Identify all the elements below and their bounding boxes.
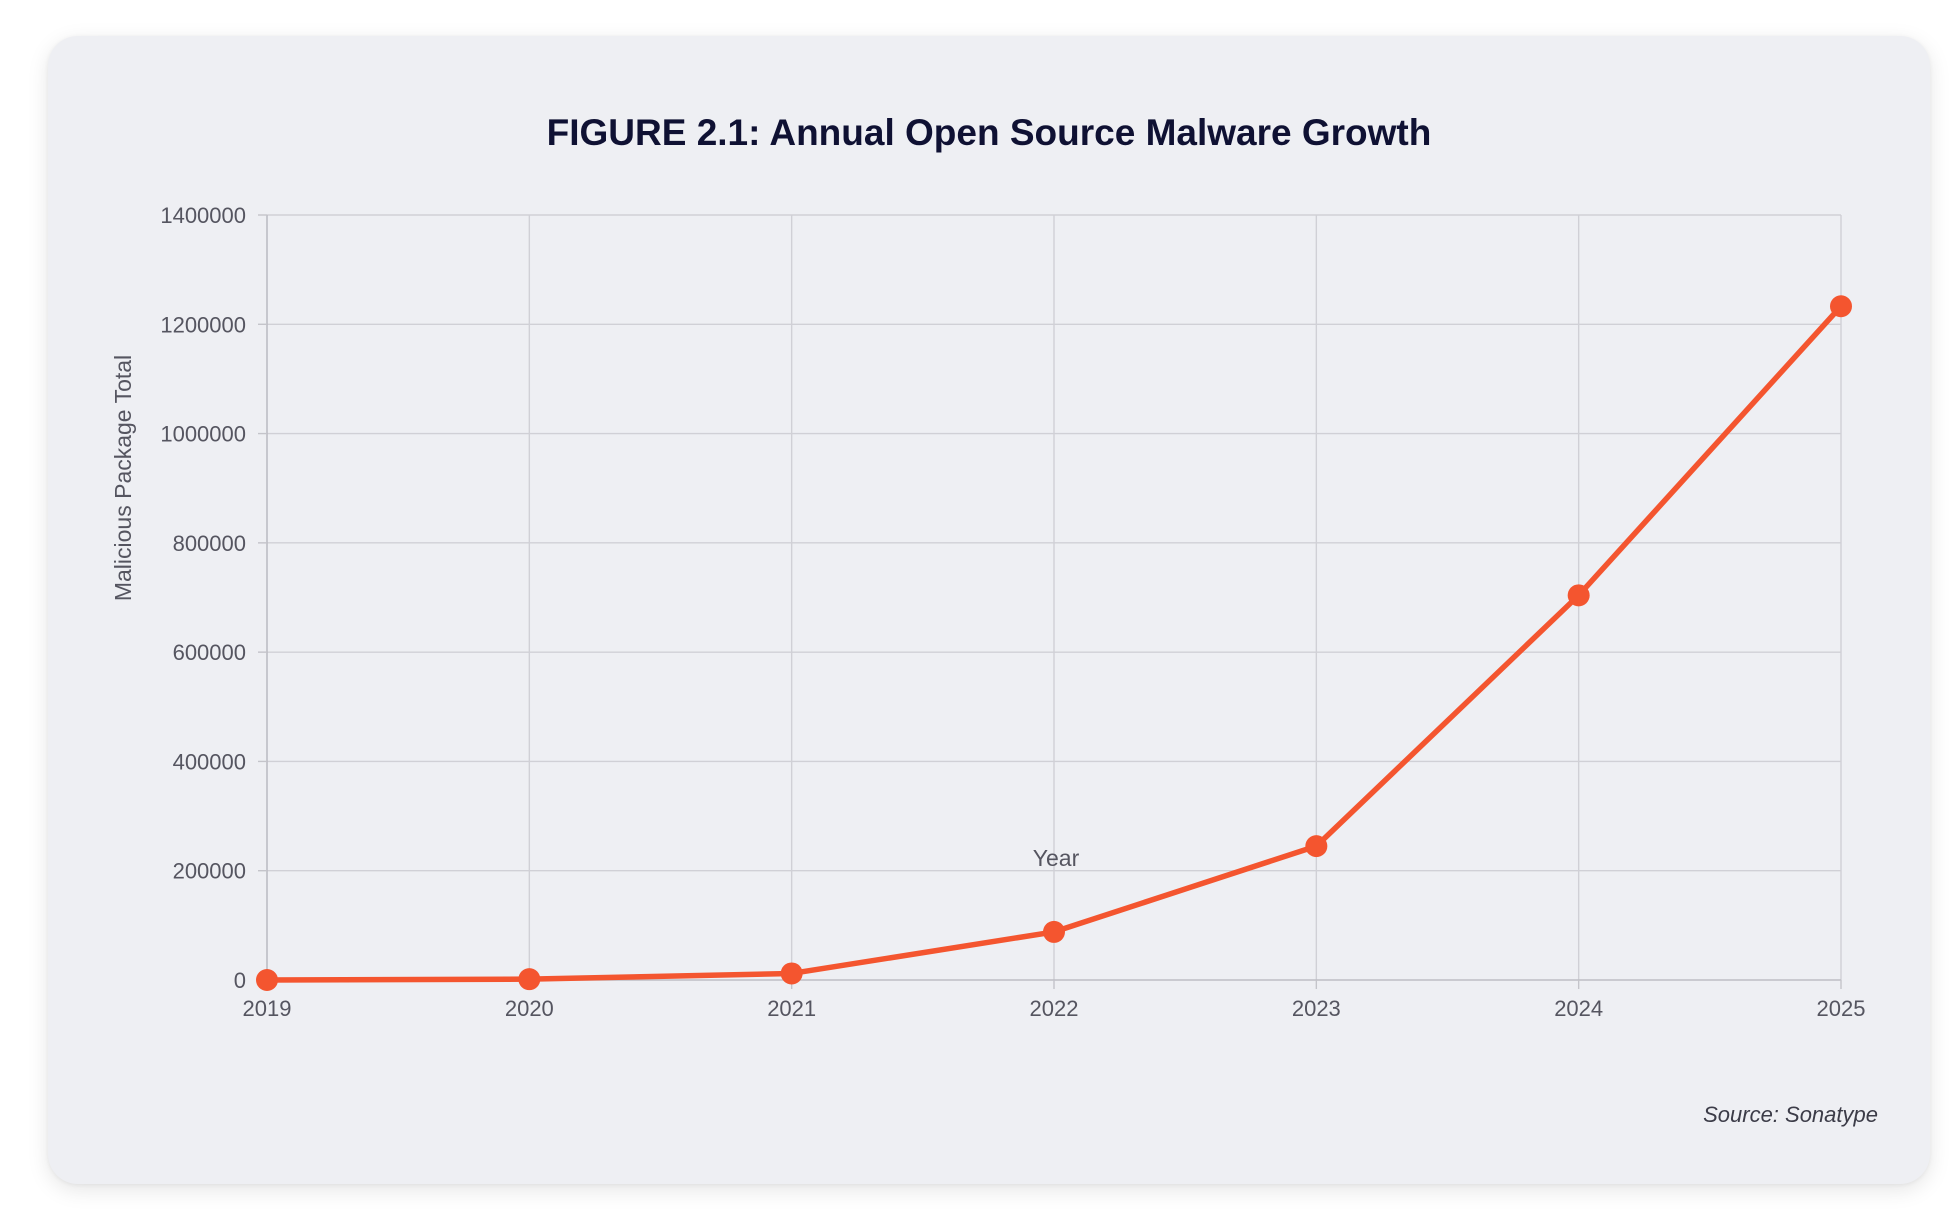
data-point-2023[interactable] [1305, 835, 1328, 858]
y-tick-label: 1400000 [160, 203, 246, 228]
y-tick-label: 600000 [173, 640, 246, 665]
line-chart: 0 200000 400000 600000 800000 1000000 1200000 1… [110, 203, 1866, 1021]
source-note: Source: Sonatype [1703, 1102, 1878, 1127]
series-malicious-package-total [256, 295, 1852, 991]
x-axis-title: Year [1033, 845, 1080, 871]
y-tick-label: 1000000 [160, 422, 246, 447]
data-point-2025[interactable] [1830, 295, 1852, 318]
x-tick-label: 2021 [767, 996, 816, 1021]
data-point-2019[interactable] [256, 969, 278, 991]
x-tick-label: 2025 [1817, 996, 1866, 1021]
y-tick-label: 1200000 [160, 312, 246, 337]
y-tick-label: 0 [234, 968, 246, 993]
y-axis-title: Malicious Package Total [110, 355, 136, 601]
x-tick-label: 2022 [1030, 996, 1079, 1021]
chart-card: FIGURE 2.1: Annual Open Source Malware G… [48, 36, 1930, 1184]
data-point-2024[interactable] [1567, 584, 1590, 607]
y-tick-label: 800000 [173, 531, 246, 556]
y-tick-label: 400000 [173, 749, 246, 774]
x-tick-label: 2024 [1554, 996, 1603, 1021]
data-point-2022[interactable] [1043, 920, 1065, 943]
x-tick-label: 2019 [243, 996, 292, 1021]
x-tick-label: 2023 [1292, 996, 1341, 1021]
data-point-2020[interactable] [518, 968, 541, 991]
chart-title: FIGURE 2.1: Annual Open Source Malware G… [546, 112, 1432, 153]
data-point-2021[interactable] [780, 962, 803, 985]
x-axis-ticks: 2019 2020 2021 2022 2023 2024 2025 [243, 980, 1866, 1021]
y-axis-ticks: 0 200000 400000 600000 800000 1000000 1200000 1… [160, 203, 267, 993]
x-tick-label: 2020 [505, 996, 554, 1021]
y-tick-label: 200000 [173, 859, 246, 884]
